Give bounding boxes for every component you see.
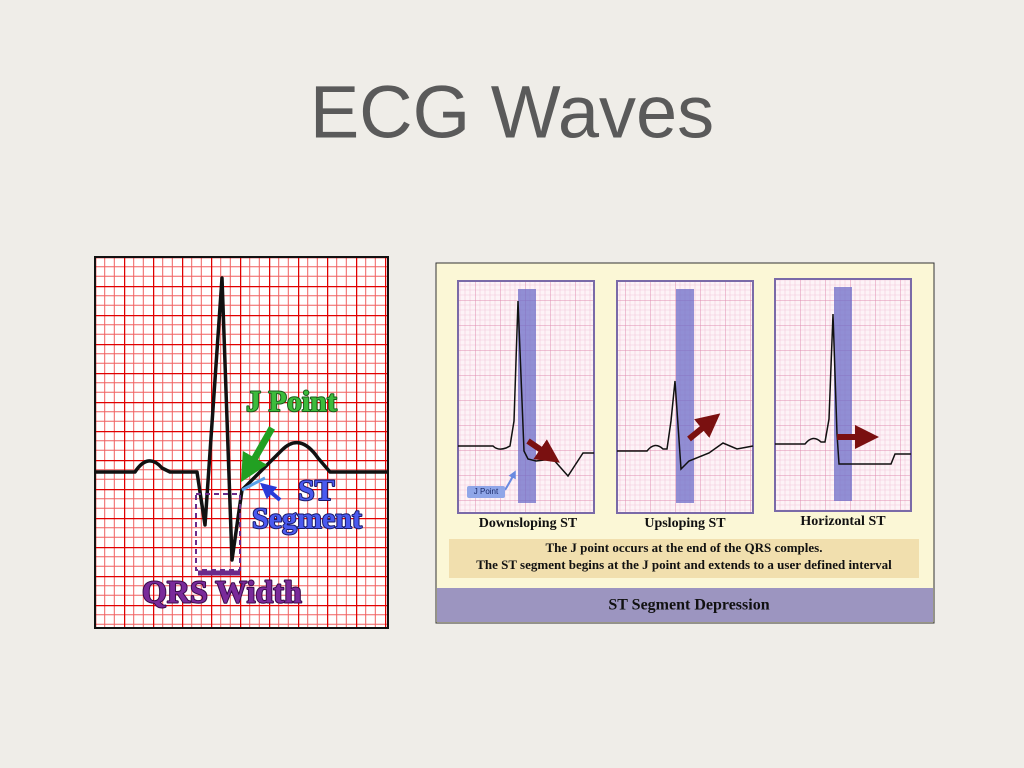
note-line: The ST segment begins at the J point and…: [476, 557, 892, 572]
panels: Downsloping ST Upsloping ST Horizontal ST J…: [457, 278, 912, 531]
note-box: [449, 539, 919, 578]
st-band: [518, 289, 536, 503]
note-line: The J point occurs at the end of the QRS…: [546, 540, 823, 555]
st-band: [676, 289, 694, 503]
panel-caption: Horizontal ST: [800, 514, 886, 529]
panel-caption: Downsloping ST: [479, 516, 578, 531]
direction-arrow: [526, 438, 560, 463]
st-label: ST: [298, 474, 335, 507]
direction-arrow: [687, 413, 721, 442]
panel-caption: Upsloping ST: [644, 516, 726, 531]
footer-label: ST Segment Depression: [608, 597, 769, 614]
j-point-arrow: [504, 470, 516, 491]
ecg-trace: [775, 313, 911, 465]
j-point-tag: [467, 486, 505, 498]
j-point-label: J Point: [246, 385, 337, 418]
left-ecg-figure: J Point ST Segment QRS Width: [94, 256, 389, 629]
segment-label: Segment: [252, 502, 362, 535]
right-st-figure: Downsloping ST Upsloping ST Horizontal ST J…: [435, 262, 935, 624]
footer-bar: [437, 588, 933, 622]
slide-title: ECG Waves: [310, 71, 714, 154]
st-band: [834, 287, 852, 501]
j-point-tag-label: J Point: [474, 487, 499, 496]
qrs-width-label: QRS Width: [142, 573, 302, 609]
ecg-trace: [617, 380, 754, 471]
